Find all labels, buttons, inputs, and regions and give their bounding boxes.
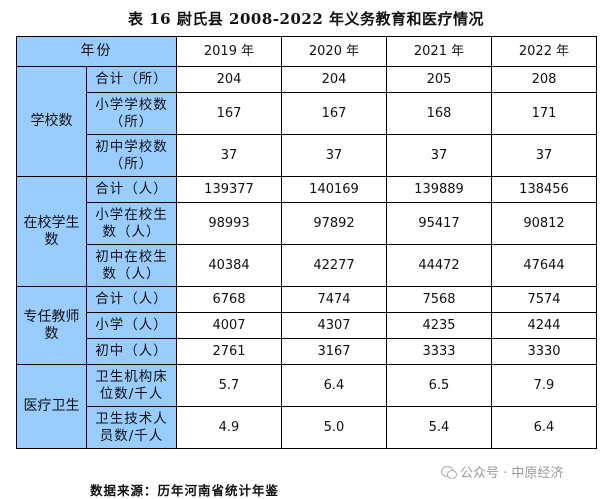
cell-value: 171	[491, 92, 597, 135]
cell-value: 138456	[491, 176, 597, 203]
cell-value: 6.5	[386, 364, 492, 407]
cell-value: 42277	[281, 244, 387, 287]
category-schools: 学校数	[16, 66, 87, 177]
table-row: 初中学校数（所） 37 37 37 37	[17, 134, 597, 177]
year-header-2022: 2022 年	[491, 36, 597, 67]
row-label: 初中学校数（所）	[86, 134, 177, 177]
row-label: 小学在校生数（人）	[86, 202, 177, 245]
cell-value: 4244	[491, 312, 597, 339]
statistics-table: 年份 2019 年 2020 年 2021 年 2022 年 学校数 合计（所）…	[16, 36, 597, 449]
table-title: 表 16 尉氏县 2008-2022 年义务教育和医疗情况	[128, 10, 484, 28]
table-row: 小学（人） 4007 4307 4235 4244	[17, 312, 597, 339]
cell-value: 205	[386, 66, 492, 93]
cell-value: 167	[176, 92, 282, 135]
cell-value: 204	[176, 66, 282, 93]
row-label: 小学学校数（所）	[86, 92, 177, 135]
cell-value: 37	[176, 134, 282, 177]
cell-value: 6.4	[281, 364, 387, 407]
cell-value: 90812	[491, 202, 597, 245]
table-row: 医疗卫生 卫生机构床位数/千人 5.7 6.4 6.5 7.9	[16, 364, 597, 449]
watermark-text: 公众号 · 中原经济	[460, 466, 564, 481]
cell-value: 5.4	[386, 406, 492, 449]
table-row: 初中在校生数（人） 40384 42277 44472 47644	[17, 244, 597, 287]
cell-value: 97892	[281, 202, 387, 245]
cell-value: 139889	[386, 176, 492, 203]
watermark: 公众号 · 中原经济	[441, 462, 563, 481]
cell-value: 204	[281, 66, 387, 93]
cell-value: 168	[386, 92, 492, 135]
year-header-2019: 2019 年	[176, 36, 282, 67]
cell-value: 7474	[281, 286, 387, 313]
table-row: 卫生技术人员数/千人 4.9 5.0 5.4 6.4	[17, 406, 597, 449]
cell-value: 167	[281, 92, 387, 135]
row-label: 初中（人）	[86, 338, 177, 365]
category-students: 在校学生数	[16, 176, 87, 287]
cell-value: 37	[281, 134, 387, 177]
category-teachers: 专任教师数	[16, 286, 87, 365]
year-header-2021: 2021 年	[386, 36, 492, 67]
header-row: 年份 2019 年 2020 年 2021 年 2022 年	[16, 36, 597, 67]
cell-value: 7574	[491, 286, 597, 313]
row-label: 合计（所）	[86, 66, 177, 93]
cell-value: 5.0	[281, 406, 387, 449]
row-label: 初中在校生数（人）	[86, 244, 177, 287]
cell-value: 37	[386, 134, 492, 177]
row-label: 合计（人）	[86, 286, 177, 313]
data-source-note: 数据来源：历年河南省统计年鉴	[90, 483, 280, 498]
category-medical: 医疗卫生	[16, 364, 87, 449]
cell-value: 3333	[386, 338, 492, 365]
cell-value: 208	[491, 66, 597, 93]
cell-value: 4007	[176, 312, 282, 339]
cell-value: 98993	[176, 202, 282, 245]
cell-value: 7568	[386, 286, 492, 313]
table-row: 小学学校数（所） 167 167 168 171	[17, 92, 597, 135]
row-label: 合计（人）	[86, 176, 177, 203]
wechat-icon	[441, 465, 457, 479]
cell-value: 37	[491, 134, 597, 177]
cell-value: 47644	[491, 244, 597, 287]
cell-value: 40384	[176, 244, 282, 287]
cell-value: 139377	[176, 176, 282, 203]
table-row: 初中（人） 2761 3167 3333 3330	[17, 338, 597, 365]
cell-value: 44472	[386, 244, 492, 287]
cell-value: 4.9	[176, 406, 282, 449]
row-label: 卫生技术人员数/千人	[86, 406, 177, 449]
cell-value: 140169	[281, 176, 387, 203]
table-row: 学校数 合计（所） 204 204 205 208	[16, 66, 597, 177]
cell-value: 4235	[386, 312, 492, 339]
year-header-label: 年份	[16, 36, 177, 67]
cell-value: 95417	[386, 202, 492, 245]
table-row: 专任教师数 合计（人） 6768 7474 7568 7574	[16, 286, 597, 365]
cell-value: 5.7	[176, 364, 282, 407]
cell-value: 6.4	[491, 406, 597, 449]
cell-value: 3167	[281, 338, 387, 365]
row-label: 卫生机构床位数/千人	[86, 364, 177, 407]
cell-value: 2761	[176, 338, 282, 365]
cell-value: 4307	[281, 312, 387, 339]
cell-value: 3330	[491, 338, 597, 365]
row-label: 小学（人）	[86, 312, 177, 339]
cell-value: 7.9	[491, 364, 597, 407]
cell-value: 6768	[176, 286, 282, 313]
table-row: 小学在校生数（人） 98993 97892 95417 90812	[17, 202, 597, 245]
year-header-2020: 2020 年	[281, 36, 387, 67]
table-row: 在校学生数 合计（人） 139377 140169 139889 138456	[16, 176, 597, 287]
